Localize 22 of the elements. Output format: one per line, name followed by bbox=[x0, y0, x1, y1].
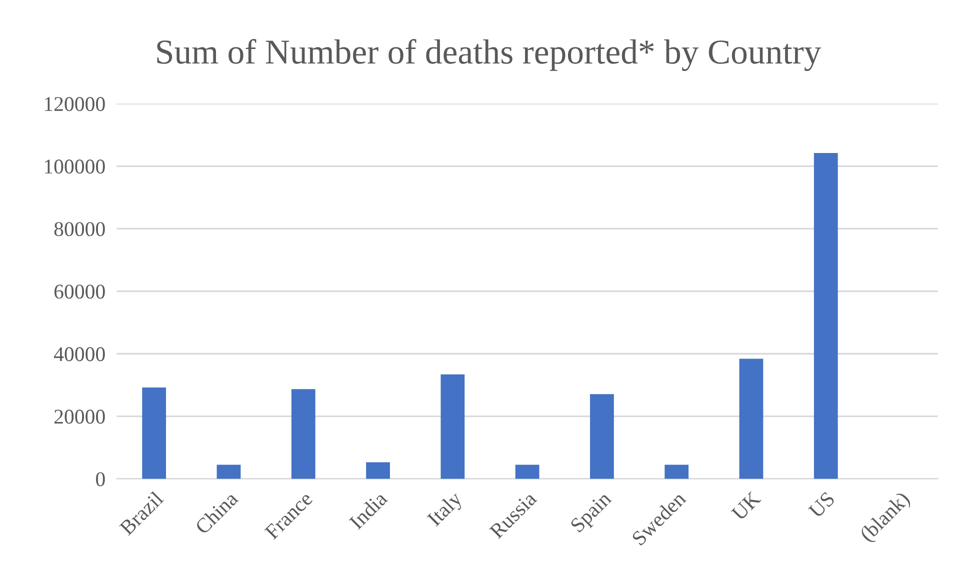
bar bbox=[366, 462, 390, 479]
y-tick-label: 80000 bbox=[54, 222, 105, 236]
y-tick-label: 60000 bbox=[54, 284, 105, 299]
chart-title: Sum of Number of deaths reported* by Country bbox=[157, 39, 822, 71]
bar bbox=[590, 394, 614, 479]
bar bbox=[515, 464, 540, 479]
bar bbox=[142, 388, 166, 479]
x-tick-label: India bbox=[348, 490, 388, 530]
bar bbox=[664, 464, 689, 479]
y-tick-label: 0 bbox=[96, 472, 105, 486]
bar bbox=[739, 358, 764, 479]
x-tick-label: Italy bbox=[426, 490, 466, 530]
y-tick-label: 100000 bbox=[44, 160, 105, 174]
bar bbox=[440, 374, 465, 479]
y-tick-label: 20000 bbox=[54, 410, 105, 424]
x-tick-label: UK bbox=[730, 490, 762, 522]
x-tick-label: US bbox=[808, 491, 836, 519]
bar bbox=[216, 464, 241, 479]
bar bbox=[814, 153, 838, 479]
y-tick-label: 120000 bbox=[44, 97, 105, 112]
y-tick-label: 40000 bbox=[54, 347, 105, 362]
bar bbox=[291, 389, 316, 479]
